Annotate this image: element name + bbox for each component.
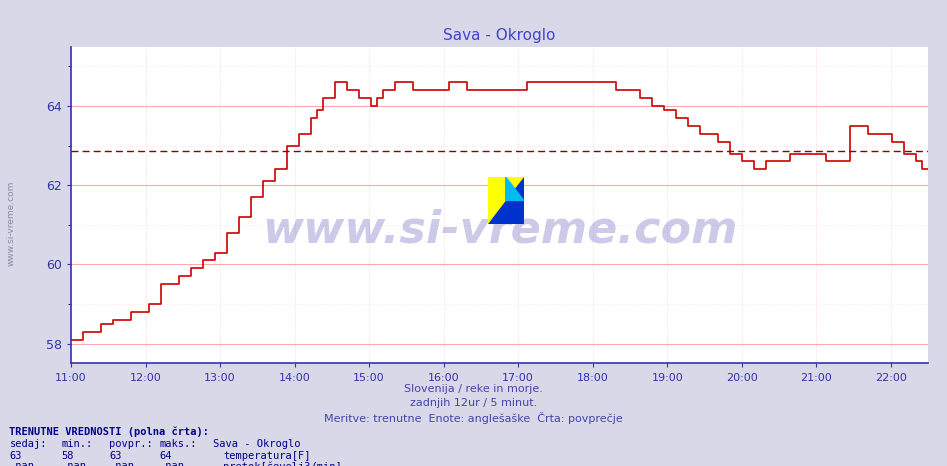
Text: 63: 63 (109, 451, 121, 460)
Text: Sava - Okroglo: Sava - Okroglo (213, 439, 300, 449)
Text: -nan: -nan (159, 461, 184, 466)
Title: Sava - Okroglo: Sava - Okroglo (443, 27, 556, 43)
Text: TRENUTNE VREDNOSTI (polna črta):: TRENUTNE VREDNOSTI (polna črta): (9, 426, 209, 437)
Text: pretok[čevelj3/min]: pretok[čevelj3/min] (223, 461, 342, 466)
Text: 63: 63 (9, 451, 22, 460)
Polygon shape (488, 177, 524, 224)
Text: Slovenija / reke in morje.: Slovenija / reke in morje. (404, 384, 543, 394)
Text: min.:: min.: (62, 439, 93, 449)
Text: maks.:: maks.: (159, 439, 197, 449)
Text: www.si-vreme.com: www.si-vreme.com (261, 209, 738, 252)
Text: Meritve: trenutne  Enote: anglešaške  Črta: povprečje: Meritve: trenutne Enote: anglešaške Črta… (324, 412, 623, 425)
Text: -nan: -nan (109, 461, 134, 466)
Text: www.si-vreme.com: www.si-vreme.com (7, 181, 16, 267)
Text: temperatura[F]: temperatura[F] (223, 451, 311, 460)
Text: -nan: -nan (9, 461, 34, 466)
Polygon shape (488, 177, 524, 224)
Text: zadnjih 12ur / 5 minut.: zadnjih 12ur / 5 minut. (410, 398, 537, 408)
Text: sedaj:: sedaj: (9, 439, 47, 449)
Text: povpr.:: povpr.: (109, 439, 152, 449)
Text: 58: 58 (62, 451, 74, 460)
Text: 64: 64 (159, 451, 171, 460)
Text: -nan: -nan (62, 461, 86, 466)
Polygon shape (506, 177, 524, 200)
